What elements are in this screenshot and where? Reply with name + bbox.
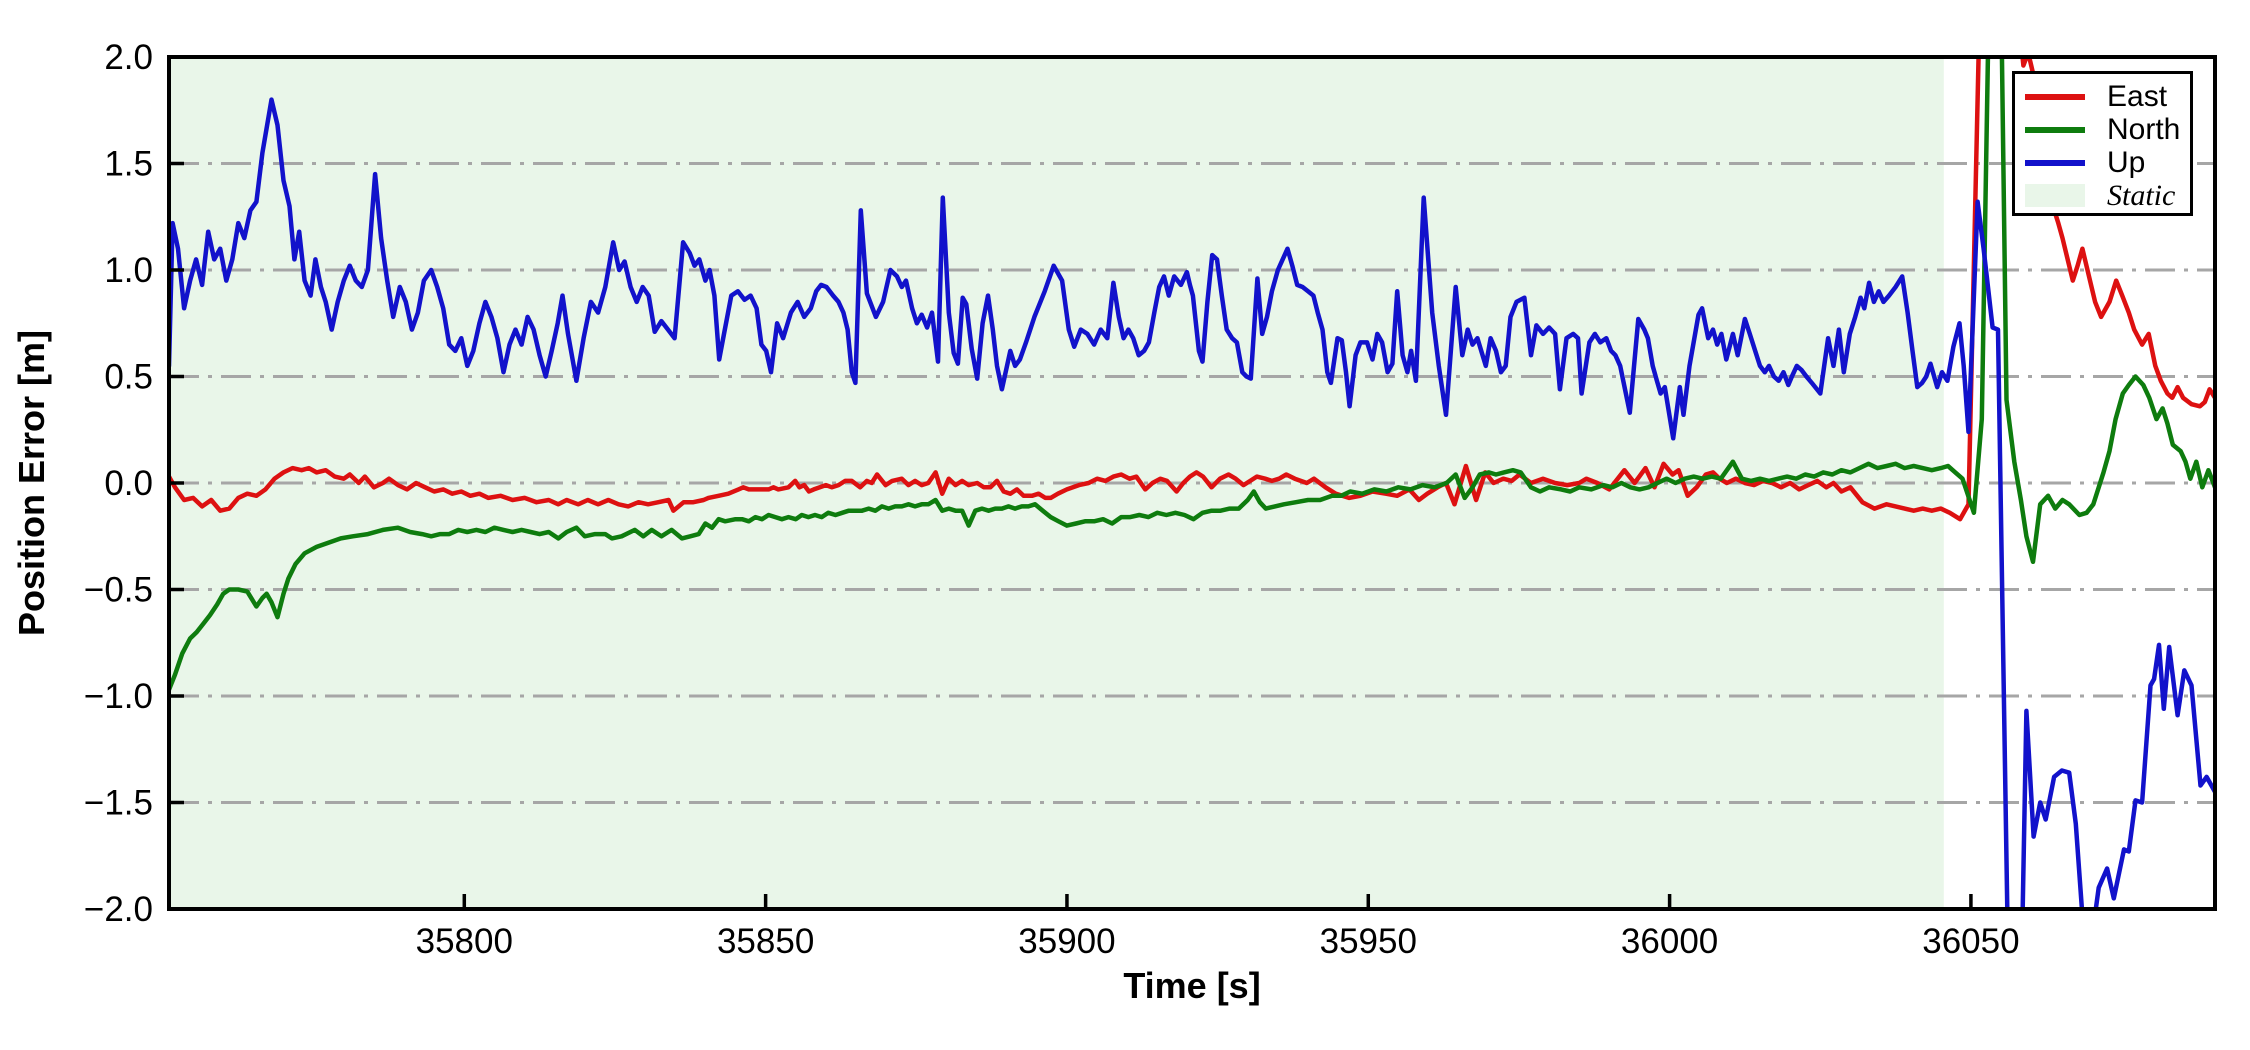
legend-label-up: Up (2107, 146, 2146, 179)
x-tick-label: 35850 (717, 922, 814, 961)
y-tick-label: −1.5 (84, 784, 153, 823)
y-tick-label: 0.0 (104, 464, 153, 503)
x-tick-label: 35800 (416, 922, 513, 961)
x-tick-label: 36000 (1621, 922, 1718, 961)
x-tick-label: 35900 (1018, 922, 1115, 961)
x-tick-label: 35950 (1320, 922, 1417, 961)
y-tick-label: 0.5 (104, 358, 153, 397)
legend-label-north: North (2107, 113, 2181, 146)
legend-item-east: East (2025, 80, 2182, 113)
legend-item-up: Up (2025, 146, 2182, 179)
north-line-swatch (2025, 126, 2085, 133)
east-line-swatch (2025, 93, 2085, 100)
x-tick-label: 36050 (1922, 922, 2019, 961)
y-tick-label: 1.5 (104, 145, 153, 184)
legend-item-north: North (2025, 113, 2182, 146)
legend-label-static: Static (2107, 179, 2176, 212)
series-north-line (169, 57, 2215, 692)
x-axis-title: Time [s] (1123, 965, 1260, 1006)
y-tick-label: 2.0 (104, 38, 153, 77)
y-tick-label: −0.5 (84, 571, 153, 610)
series-east-line (169, 57, 2215, 522)
y-tick-label: 1.0 (104, 251, 153, 290)
legend: East North Up Static (2012, 71, 2193, 216)
static-patch-swatch (2025, 184, 2085, 207)
y-axis-title: Position Error [m] (11, 330, 52, 636)
y-tick-label: −1.0 (84, 677, 153, 716)
up-line-swatch (2025, 159, 2085, 166)
legend-item-static: Static (2025, 179, 2182, 212)
series-up-line (169, 97, 2215, 909)
y-tick-label: −2.0 (84, 890, 153, 929)
legend-label-east: East (2107, 80, 2168, 113)
